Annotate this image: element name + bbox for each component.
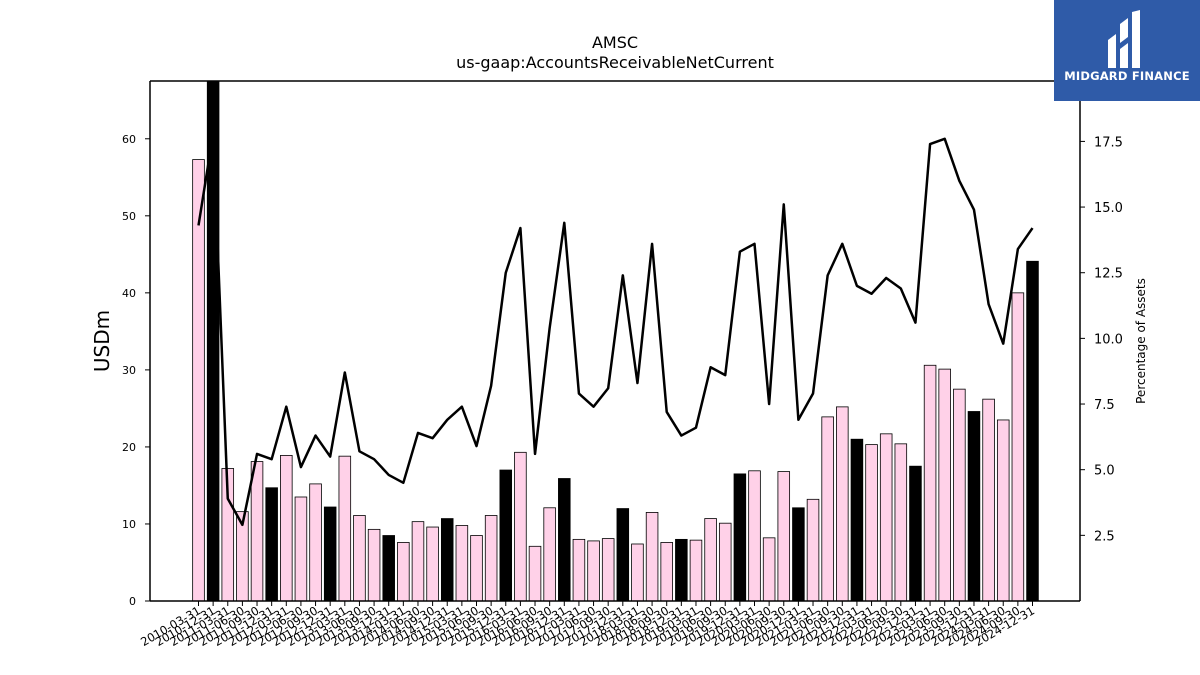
bar-2018-03-31 [631, 543, 644, 602]
y-tick-label: 40 [122, 287, 136, 300]
bar-2016-09-30 [543, 507, 556, 602]
y2-tick-label: 12.5 [1094, 267, 1123, 282]
bar-2021-09-30 [836, 406, 849, 602]
bar-2011-12-31 [265, 487, 278, 602]
bar-2014-12-31 [440, 518, 454, 602]
y-tick-label: 50 [122, 210, 136, 223]
y2-tick-label: 15.0 [1094, 201, 1123, 216]
bar-2020-03-31 [748, 470, 761, 602]
bar-2013-09-30 [367, 528, 381, 602]
bar-2019-09-30 [718, 522, 732, 602]
bar-2013-12-31 [382, 535, 395, 602]
bar-2016-03-31 [514, 451, 527, 602]
bar-2013-03-31 [338, 455, 352, 602]
bar-2023-12-31 [967, 411, 981, 602]
bar-2014-09-30 [426, 526, 439, 602]
bar-2023-09-30 [953, 388, 966, 602]
bar-2012-03-31 [280, 454, 293, 602]
bar-2017-03-31 [572, 538, 586, 602]
bar-2013-06-30 [353, 515, 366, 602]
bar-2021-06-30 [821, 416, 834, 602]
y-tick-label: 60 [122, 133, 136, 146]
y-tick-label: 10 [122, 518, 136, 531]
bar-2023-03-31 [923, 364, 937, 602]
bar-2022-12-31 [909, 465, 922, 602]
bar-2016-06-30 [528, 545, 542, 602]
bar-2024-06-30 [996, 419, 1010, 602]
bar-2019-06-30 [704, 518, 717, 602]
percentage-line [197, 132, 1034, 527]
bar-2022-09-30 [894, 443, 908, 602]
y-tick-label: 20 [122, 441, 136, 454]
y2-tick-label: 10.0 [1094, 332, 1123, 347]
bar-2015-06-30 [470, 535, 483, 602]
bar-2015-12-31 [499, 469, 513, 602]
bar-2015-03-31 [455, 525, 469, 602]
bar-2021-12-31 [850, 438, 864, 602]
bar-2024-12-31 [1026, 260, 1039, 602]
bar-2010-03-31 [192, 159, 205, 602]
bar-2020-06-30 [762, 537, 776, 602]
bar-2012-12-31 [323, 506, 337, 602]
bar-2022-03-31 [865, 444, 878, 602]
bar-2011-09-30 [250, 461, 264, 602]
bar-2018-12-31 [675, 538, 688, 602]
bar-2015-09-30 [484, 515, 498, 602]
bar-2020-12-31 [792, 507, 805, 602]
midgard-logo-icon [1108, 10, 1140, 68]
y-tick-label: 30 [122, 364, 136, 377]
bar-2012-06-30 [294, 496, 308, 602]
brand-logo: MIDGARD FINANCE [1054, 0, 1200, 101]
bar-2019-12-31 [733, 473, 747, 602]
y2-tick-label: 7.5 [1094, 398, 1115, 413]
bar-2018-09-30 [660, 542, 673, 602]
chart-title: AMSC [592, 33, 638, 52]
y-axis-label: USDm [90, 310, 114, 372]
bar-2017-09-30 [601, 538, 615, 602]
bar-2017-12-31 [616, 508, 630, 602]
bar-2019-03-31 [689, 539, 703, 602]
bar-2018-06-30 [645, 512, 659, 602]
y-tick-label: 0 [129, 595, 136, 608]
bar-2022-06-30 [879, 433, 893, 602]
chart-subtitle: us-gaap:AccountsReceivableNetCurrent [456, 53, 774, 72]
bar-2023-06-30 [938, 368, 951, 602]
bar-2021-03-31 [806, 498, 820, 602]
line-group [197, 132, 1034, 527]
bar-2024-09-30 [1011, 292, 1025, 602]
y2-axis-label: Percentage of Assets [1134, 278, 1148, 404]
y2-tick-label: 17.5 [1094, 135, 1123, 150]
bars-group [192, 80, 1039, 602]
bar-2016-12-31 [558, 478, 571, 602]
bar-2014-03-31 [397, 542, 410, 602]
y2-tick-label: 5.0 [1094, 464, 1115, 479]
y2-tick-label: 2.5 [1094, 529, 1115, 544]
bar-2017-06-30 [587, 540, 600, 602]
bar-2024-03-31 [982, 398, 995, 602]
bar-2014-06-30 [411, 521, 425, 602]
bar-2012-09-30 [309, 483, 322, 602]
bar-2020-09-30 [777, 471, 791, 602]
logo-text: MIDGARD FINANCE [1064, 69, 1190, 83]
